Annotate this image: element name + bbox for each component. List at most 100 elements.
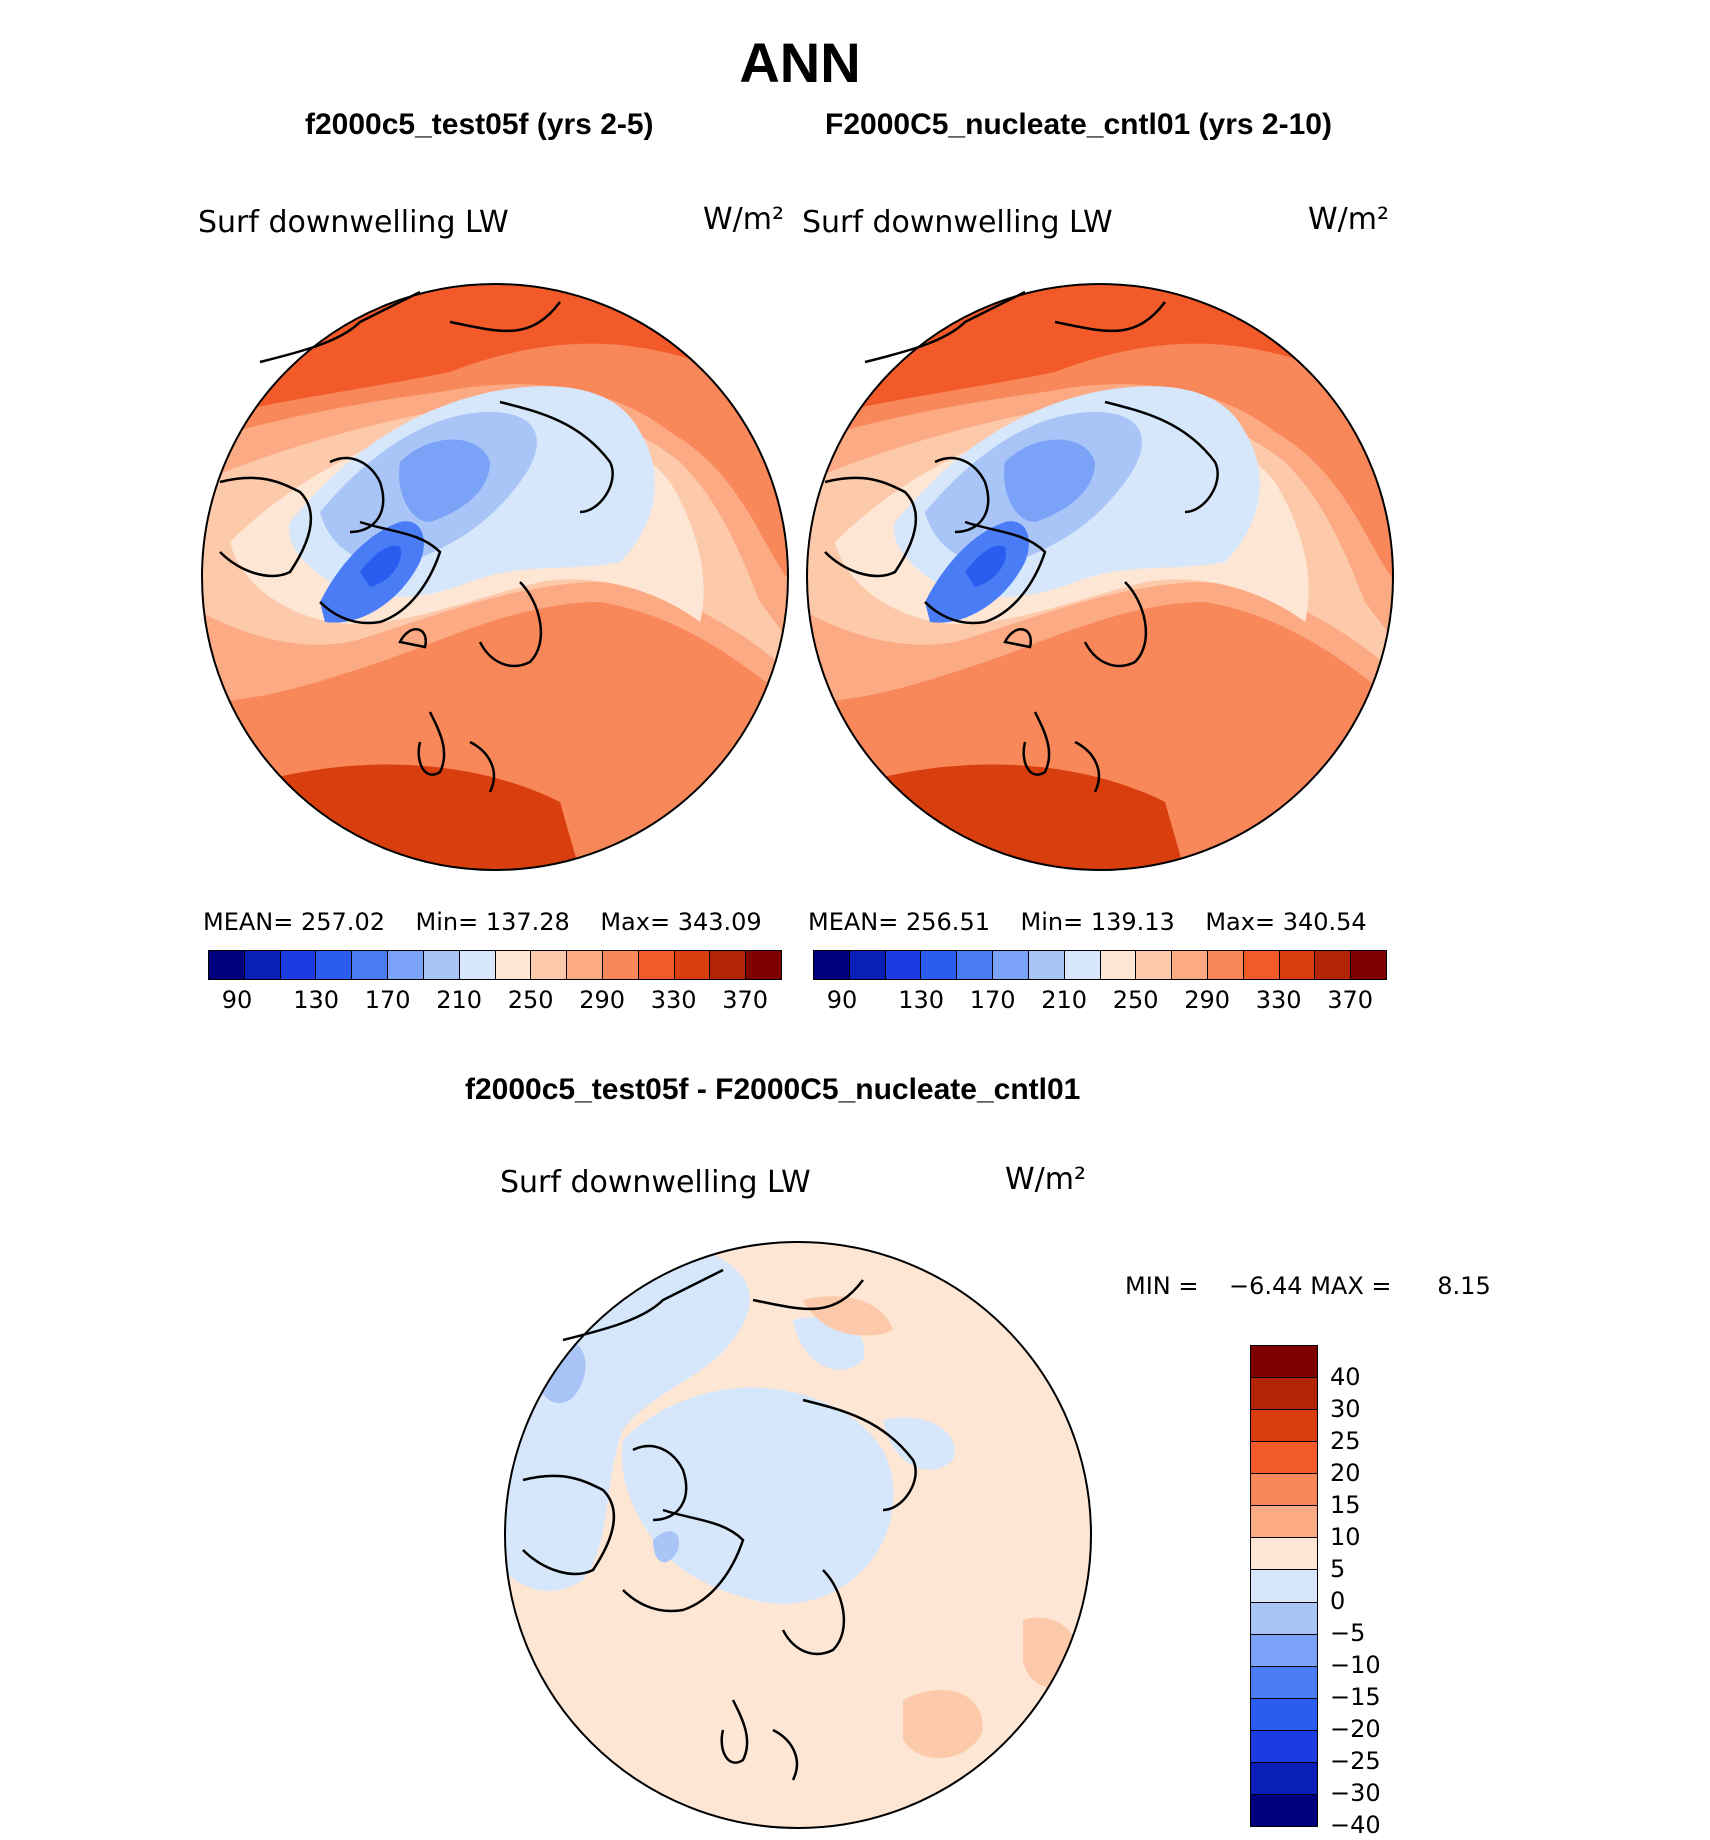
panel-2-mean-label: MEAN= [808, 908, 899, 936]
colorbar-swatch [1136, 951, 1173, 979]
colorbar-tick-label: 90 [221, 986, 253, 1014]
panel-1-min-label: Min= [415, 908, 479, 936]
colorbar-swatch [1251, 1474, 1317, 1507]
colorbar-tick-label: 290 [1184, 986, 1231, 1014]
colorbar-swatch [352, 951, 389, 979]
colorbar-swatch [1251, 1762, 1317, 1795]
colorbar-swatch [1251, 1730, 1317, 1763]
panel-1-mean-label: MEAN= [203, 908, 294, 936]
colorbar-tick-label: 290 [579, 986, 626, 1014]
panel-2-max-value: 340.54 [1282, 908, 1367, 936]
figure-title: ANN [739, 31, 861, 94]
colorbar-tick-label: −30 [1330, 1779, 1381, 1807]
colorbar-swatch [280, 951, 317, 979]
panel-2-min-value: 139.13 [1090, 908, 1175, 936]
colorbar-swatch [244, 951, 281, 979]
colorbar-tick-label: 210 [436, 986, 483, 1014]
colorbar-tick-label: 90 [826, 986, 858, 1014]
colorbar-swatch [993, 951, 1029, 979]
panel-1-colorbar [208, 950, 782, 980]
panel-2-mean-value: 256.51 [906, 908, 990, 936]
diff-unit-label: W/m² [1005, 1162, 1087, 1197]
colorbar-swatch [1279, 951, 1316, 979]
colorbar-swatch [921, 951, 958, 979]
diff-max-label: MAX = [1310, 1272, 1392, 1300]
colorbar-swatch [1064, 951, 1101, 979]
colorbar-tick-label: 130 [293, 986, 340, 1014]
colorbar-tick-label: 0 [1330, 1587, 1346, 1615]
colorbar-swatch [885, 951, 922, 979]
colorbar-swatch [567, 951, 603, 979]
panel-1-mean-value: 257.02 [301, 908, 385, 936]
panel-2-variable-label: Surf downwelling LW [802, 205, 1113, 240]
diff-min-value: −6.44 [1229, 1272, 1303, 1300]
colorbar-tick-label: −40 [1330, 1811, 1381, 1839]
diff-panel-title: f2000c5_test05f - F2000C5_nucleate_cntl0… [465, 1073, 1081, 1106]
colorbar-tick-label: 170 [364, 986, 411, 1014]
colorbar-tick-label: 370 [722, 986, 769, 1014]
diff-min-label: MIN = [1125, 1272, 1199, 1300]
colorbar-swatch [459, 951, 496, 979]
colorbar-swatch [1351, 951, 1386, 979]
colorbar-tick-label: 25 [1330, 1427, 1361, 1455]
colorbar-swatch [1251, 1378, 1317, 1411]
colorbar-tick-label: 330 [650, 986, 697, 1014]
colorbar-swatch [710, 951, 747, 979]
panel-2-title: F2000C5_nucleate_cntl01 (yrs 2-10) [825, 108, 1332, 141]
colorbar-swatch [602, 951, 639, 979]
colorbar-swatch [1315, 951, 1352, 979]
panel-1-max-label: Max= [600, 908, 671, 936]
colorbar-tick-label: 250 [1112, 986, 1159, 1014]
panel-1-min-value: 137.28 [485, 908, 570, 936]
panel-2-unit-label: W/m² [1308, 202, 1390, 237]
colorbar-swatch [1251, 1442, 1317, 1475]
colorbar-tick-label: −5 [1330, 1619, 1366, 1647]
colorbar-swatch [1243, 951, 1280, 979]
colorbar-tick-label: 170 [969, 986, 1016, 1014]
colorbar-swatch [1251, 1634, 1317, 1667]
colorbar-swatch [1251, 1698, 1317, 1731]
colorbar-tick-label: −15 [1330, 1683, 1381, 1711]
panel-2-min-label: Min= [1020, 908, 1084, 936]
colorbar-tick-label: 330 [1255, 986, 1302, 1014]
colorbar-swatch [1251, 1602, 1317, 1635]
colorbar-tick-label: 20 [1330, 1459, 1361, 1487]
colorbar-swatch [209, 951, 245, 979]
colorbar-swatch [1251, 1506, 1317, 1539]
colorbar-swatch [1251, 1410, 1317, 1443]
colorbar-tick-label: −20 [1330, 1715, 1381, 1743]
colorbar-swatch [1100, 951, 1137, 979]
colorbar-swatch [1172, 951, 1208, 979]
colorbar-tick-label: −25 [1330, 1747, 1381, 1775]
colorbar-swatch [1028, 951, 1065, 979]
panel-2-max-label: Max= [1205, 908, 1276, 936]
colorbar-tick-label: 210 [1041, 986, 1088, 1014]
colorbar-swatch [746, 951, 781, 979]
colorbar-swatch [316, 951, 353, 979]
colorbar-tick-label: 130 [898, 986, 945, 1014]
colorbar-tick-label: 5 [1330, 1555, 1346, 1583]
colorbar-tick-label: 250 [507, 986, 554, 1014]
diff-min-max: MIN = −6.44 MAX = 8.15 [1125, 1272, 1491, 1300]
panel-1-map [201, 283, 789, 871]
colorbar-tick-label: 10 [1330, 1523, 1361, 1551]
colorbar-tick-label: −10 [1330, 1651, 1381, 1679]
panel-2-map [806, 283, 1394, 871]
colorbar-swatch [1251, 1794, 1317, 1826]
panel-1-title: f2000c5_test05f (yrs 2-5) [305, 108, 654, 141]
colorbar-swatch [388, 951, 424, 979]
diff-map [504, 1241, 1092, 1829]
colorbar-swatch [495, 951, 532, 979]
colorbar-swatch [1251, 1666, 1317, 1699]
panel-2-colorbar [813, 950, 1387, 980]
panel-1-unit-label: W/m² [703, 202, 785, 237]
colorbar-swatch [1207, 951, 1244, 979]
diff-max-value: 8.15 [1437, 1272, 1491, 1300]
diff-variable-label: Surf downwelling LW [500, 1165, 811, 1200]
panel-1-max-value: 343.09 [677, 908, 762, 936]
colorbar-swatch [674, 951, 711, 979]
panel-1-stats: MEAN= 257.02 Min= 137.28 Max= 343.09 [203, 908, 762, 936]
colorbar-tick-label: 15 [1330, 1491, 1361, 1519]
colorbar-swatch [957, 951, 994, 979]
colorbar-swatch [1251, 1570, 1317, 1603]
